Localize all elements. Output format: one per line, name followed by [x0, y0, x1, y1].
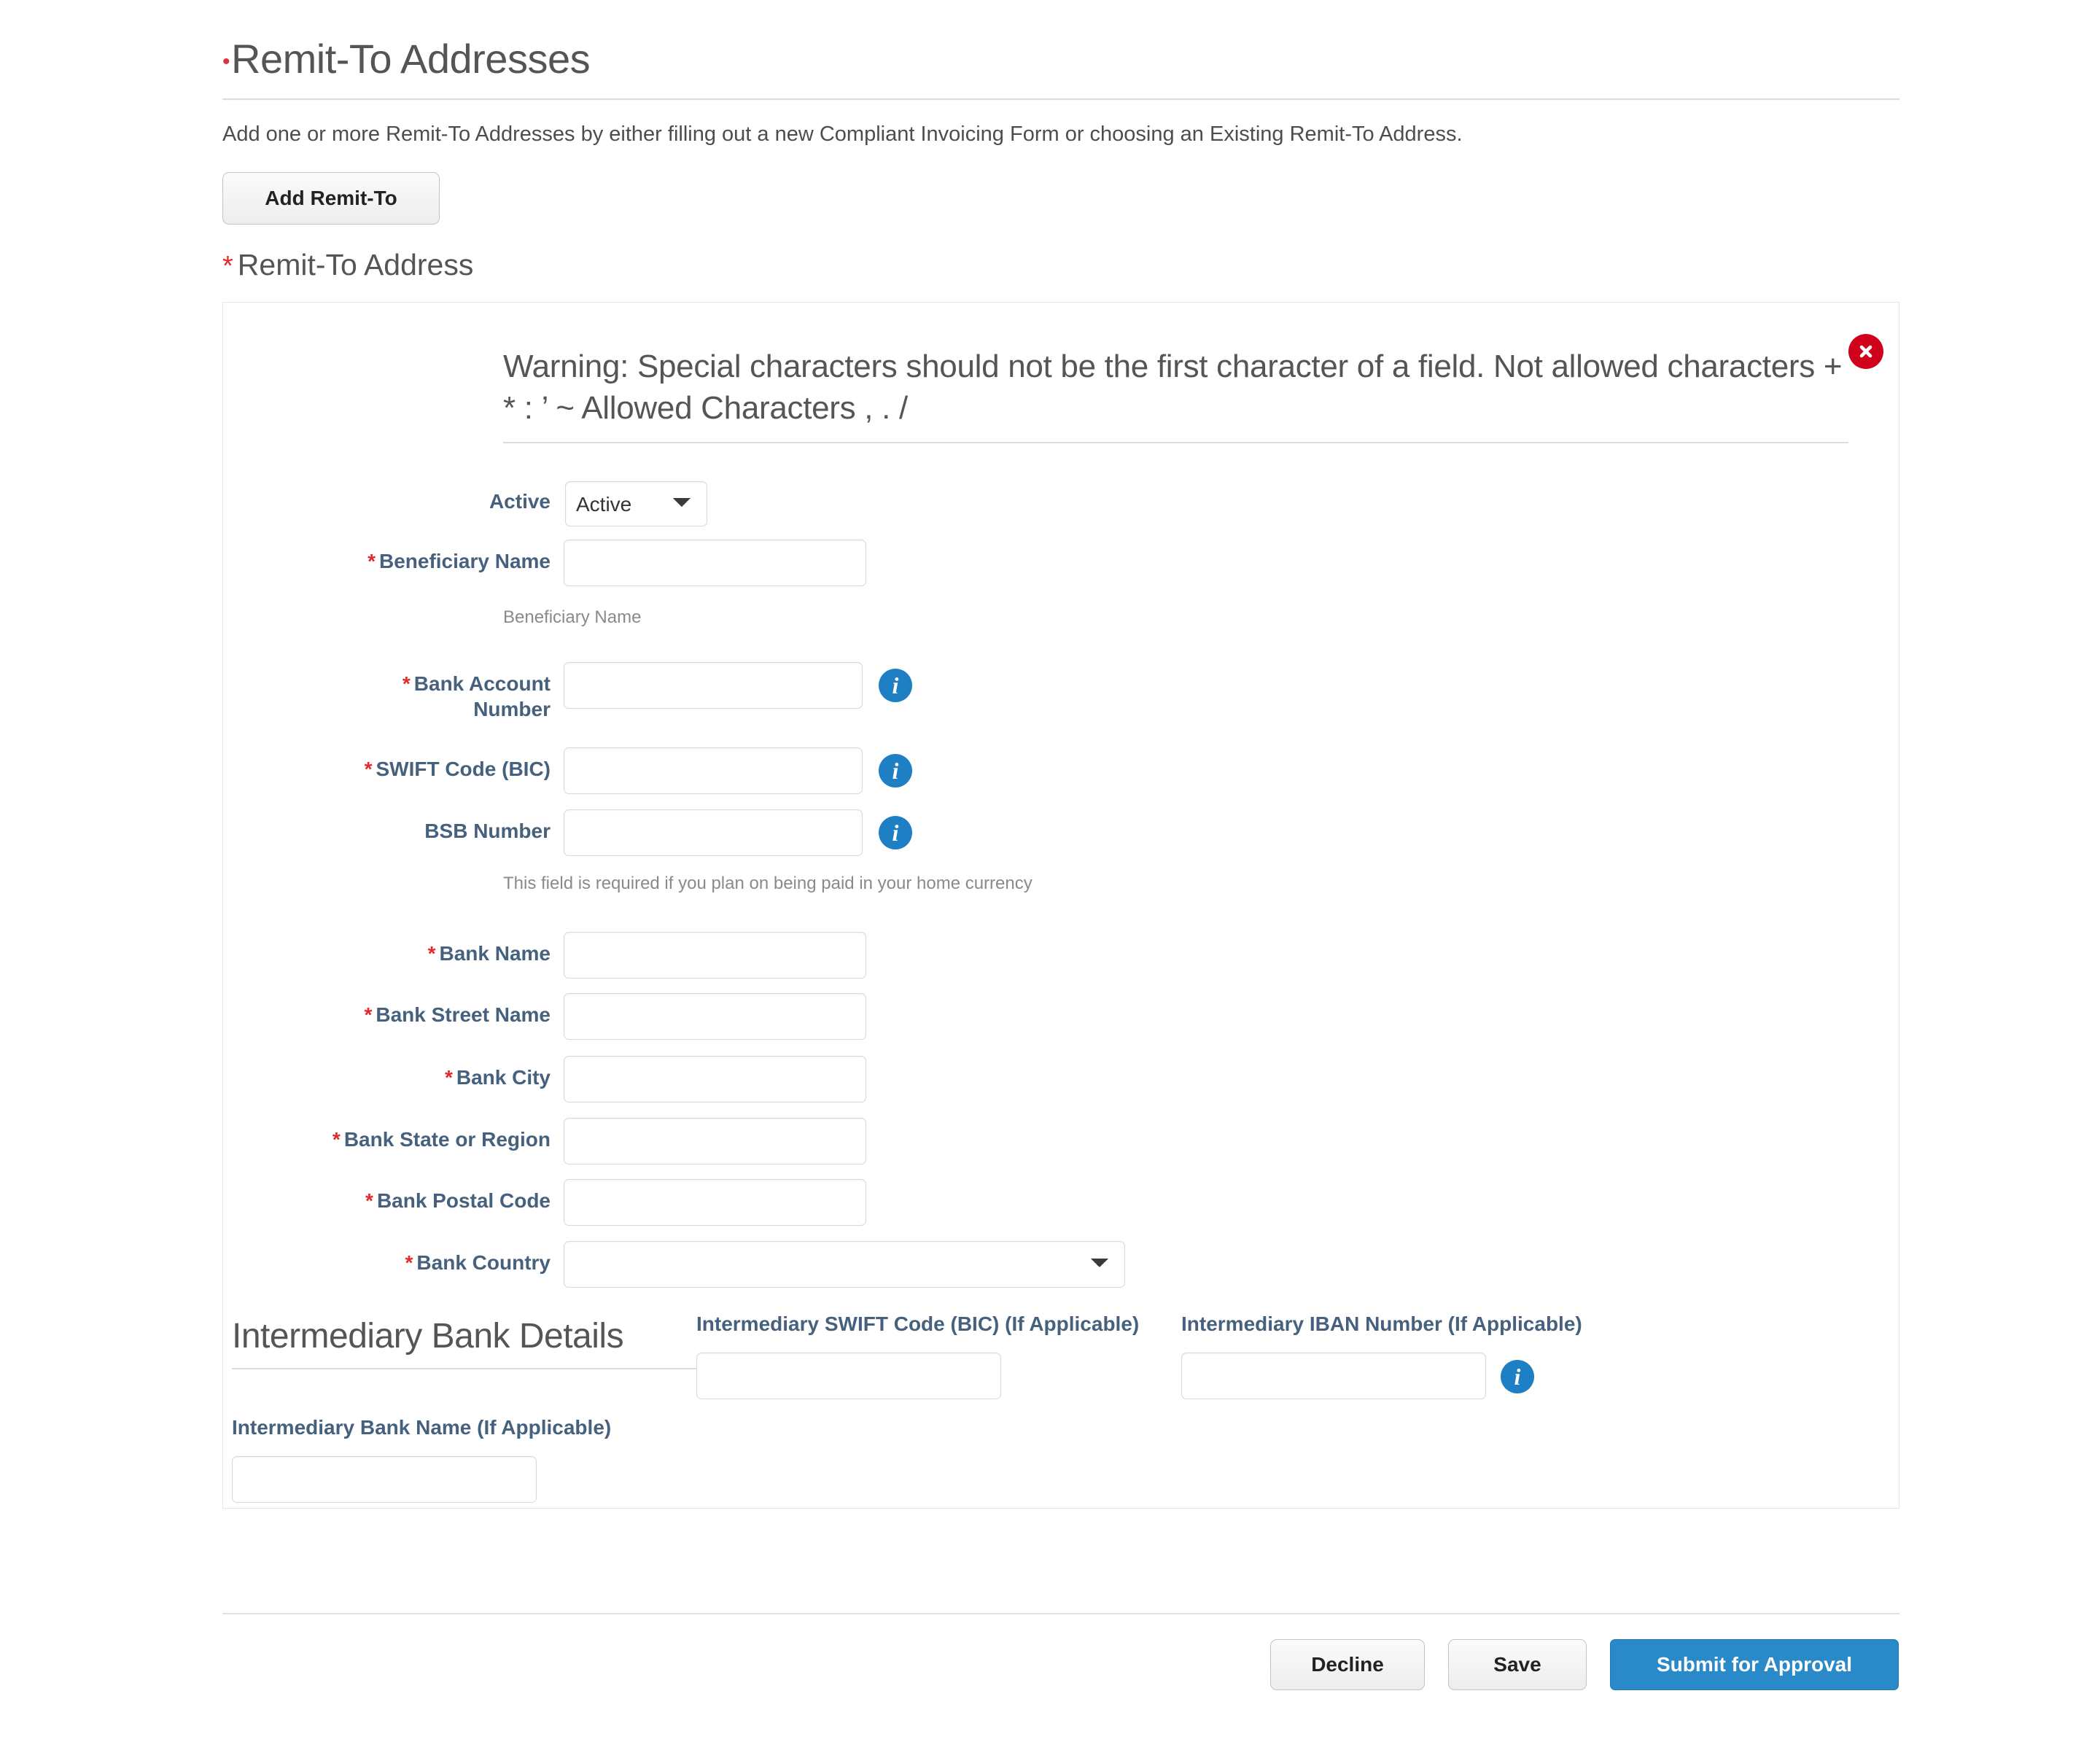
bank-name-label: * Bank Name — [277, 932, 551, 966]
bank-account-number-label-text: Bank Account Number — [413, 672, 551, 720]
intermediary-bank-name-input[interactable] — [232, 1456, 537, 1503]
bank-name-input[interactable] — [564, 932, 866, 979]
active-select[interactable]: Active — [565, 481, 707, 526]
required-asterisk: * — [427, 942, 436, 965]
section-header: •Remit-To Addresses — [222, 35, 1899, 100]
remit-to-form-card — [222, 302, 1899, 1509]
bank-city-label-text: Bank City — [456, 1066, 551, 1089]
bank-account-number-input[interactable] — [564, 662, 863, 709]
swift-code-label-text: SWIFT Code (BIC) — [376, 758, 551, 780]
bank-state-or-region-label: * Bank State or Region — [241, 1118, 551, 1152]
field-row-bank-city: * Bank City — [277, 1056, 866, 1102]
bank-account-number-label: * Bank Account Number — [277, 662, 551, 722]
bank-street-name-input[interactable] — [564, 993, 866, 1040]
field-row-bank-postal-code: * Bank Postal Code — [241, 1179, 866, 1226]
field-row-bank-name: * Bank Name — [277, 932, 866, 979]
required-asterisk: * — [364, 758, 373, 780]
bank-country-label: * Bank Country — [241, 1241, 551, 1275]
beneficiary-name-label: * Beneficiary Name — [277, 540, 551, 574]
footer-divider — [222, 1613, 1899, 1614]
warning-banner: Warning: Special characters should not b… — [503, 334, 1883, 444]
bank-city-input[interactable] — [564, 1056, 866, 1102]
bank-postal-code-input[interactable] — [564, 1179, 866, 1226]
field-row-bank-state-or-region: * Bank State or Region — [241, 1118, 866, 1164]
bank-city-label: * Bank City — [277, 1056, 551, 1090]
bsb-number-hint: This field is required if you plan on be… — [503, 874, 1032, 893]
required-asterisk: * — [368, 550, 376, 572]
required-asterisk: * — [332, 1128, 341, 1151]
bank-country-select[interactable] — [564, 1241, 1125, 1288]
required-asterisk: * — [364, 1003, 373, 1026]
intermediary-bank-details-header: Intermediary Bank Details — [232, 1316, 699, 1369]
swift-code-input[interactable] — [564, 747, 863, 794]
beneficiary-name-label-text: Beneficiary Name — [378, 550, 551, 572]
info-icon[interactable]: i — [879, 754, 912, 788]
intermediary-swift-input[interactable] — [696, 1353, 1001, 1399]
intermediary-swift-label: Intermediary SWIFT Code (BIC) (If Applic… — [696, 1312, 1140, 1335]
bank-street-name-label-text: Bank Street Name — [376, 1003, 551, 1026]
field-row-bank-country: * Bank Country — [241, 1241, 1125, 1288]
bank-state-or-region-input[interactable] — [564, 1118, 866, 1164]
intermediary-bank-details-title: Intermediary Bank Details — [232, 1316, 699, 1369]
bank-street-name-label: * Bank Street Name — [277, 993, 551, 1027]
field-row-active: Active Active — [412, 481, 707, 526]
save-button[interactable]: Save — [1448, 1639, 1587, 1690]
field-row-beneficiary-name: * Beneficiary Name — [277, 540, 866, 586]
active-label: Active — [489, 490, 551, 513]
required-asterisk: * — [222, 251, 233, 281]
bank-state-or-region-label-text: Bank State or Region — [343, 1128, 551, 1151]
required-asterisk: * — [365, 1189, 373, 1212]
bank-postal-code-label: * Bank Postal Code — [241, 1179, 551, 1213]
add-remit-to-button[interactable]: Add Remit-To — [222, 172, 440, 225]
close-icon[interactable] — [1848, 334, 1883, 369]
section-description: Add one or more Remit-To Addresses by ei… — [222, 122, 1463, 146]
submit-for-approval-button[interactable]: Submit for Approval — [1610, 1639, 1899, 1690]
required-bullet: • — [222, 50, 230, 74]
remit-to-address-label: * Remit-To Address — [222, 248, 473, 282]
remit-to-address-label-text: Remit-To Address — [237, 248, 474, 281]
bank-country-label-text: Bank Country — [416, 1251, 551, 1274]
decline-button[interactable]: Decline — [1270, 1639, 1425, 1690]
page-title: •Remit-To Addresses — [222, 35, 1899, 100]
required-asterisk: * — [444, 1066, 453, 1089]
bsb-number-label: BSB Number — [424, 820, 551, 842]
beneficiary-name-input[interactable] — [564, 540, 866, 586]
bank-name-label-text: Bank Name — [439, 942, 551, 965]
bsb-number-input[interactable] — [564, 809, 863, 856]
field-row-bank-street-name: * Bank Street Name — [277, 993, 866, 1040]
page-title-text: Remit-To Addresses — [231, 36, 591, 82]
info-icon[interactable]: i — [879, 669, 912, 702]
field-row-swift-code: * SWIFT Code (BIC) i — [277, 747, 912, 794]
info-icon[interactable]: i — [1501, 1360, 1534, 1393]
bank-postal-code-label-text: Bank Postal Code — [376, 1189, 551, 1212]
required-asterisk: * — [405, 1251, 413, 1274]
required-asterisk: * — [402, 672, 411, 695]
field-row-bank-account-number: * Bank Account Number i — [277, 662, 912, 722]
swift-code-label: * SWIFT Code (BIC) — [277, 747, 551, 782]
warning-message: Warning: Special characters should not b… — [503, 346, 1848, 444]
beneficiary-name-hint: Beneficiary Name — [503, 607, 642, 627]
intermediary-iban-input[interactable] — [1181, 1353, 1486, 1399]
field-row-bsb-number: BSB Number i — [277, 809, 912, 856]
info-icon[interactable]: i — [879, 816, 912, 849]
intermediary-iban-label: Intermediary IBAN Number (If Applicable) — [1181, 1312, 1582, 1335]
intermediary-bank-name-label: Intermediary Bank Name (If Applicable) — [232, 1416, 612, 1439]
